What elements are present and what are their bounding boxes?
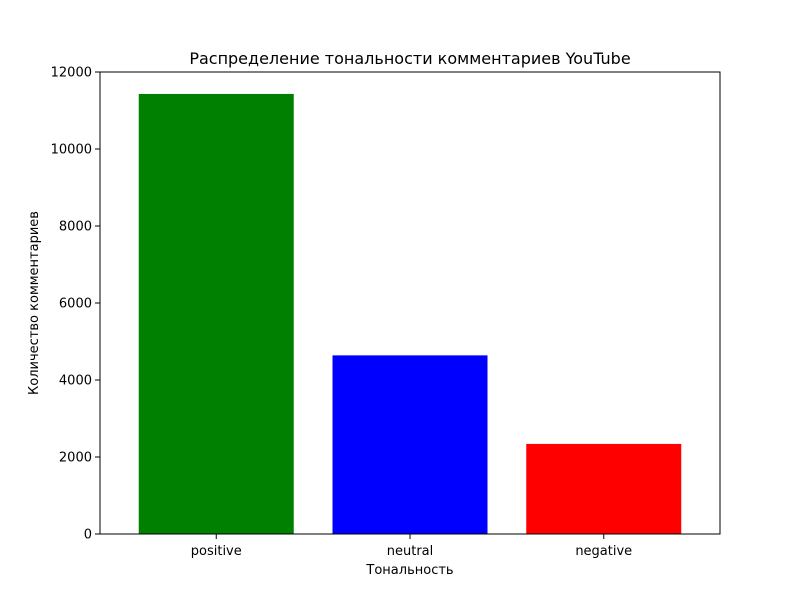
bar-positive — [138, 93, 294, 534]
bar-negative — [526, 443, 682, 534]
y-tick-label: 8000 — [59, 220, 92, 235]
y-tick-label: 12000 — [51, 66, 92, 81]
bars-group — [138, 93, 682, 534]
chart-title: Распределение тональности комментариев Y… — [189, 49, 630, 68]
x-axis: positive neutral negative — [191, 534, 632, 559]
x-tick-label-negative: negative — [575, 544, 632, 559]
x-tick-label-neutral: neutral — [387, 544, 434, 559]
y-tick-label: 2000 — [59, 451, 92, 466]
y-tick-label: 6000 — [59, 297, 92, 312]
y-axis-label: Количество комментариев — [27, 211, 42, 395]
bar-neutral — [332, 355, 488, 534]
y-tick-label: 0 — [84, 528, 92, 543]
x-tick-label-positive: positive — [191, 544, 242, 559]
y-tick-label: 4000 — [59, 374, 92, 389]
y-axis: 0 2000 4000 6000 8000 10000 12000 — [51, 66, 100, 543]
y-tick-label: 10000 — [51, 143, 92, 158]
x-axis-label: Тональность — [365, 563, 453, 578]
